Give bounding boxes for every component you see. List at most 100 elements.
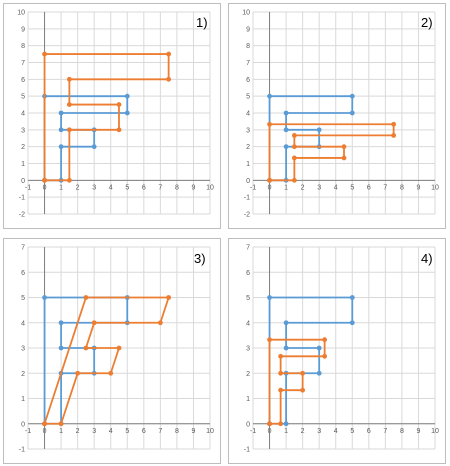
x-tick-label: 4	[109, 428, 113, 435]
series-2-point	[66, 76, 72, 82]
series-1-point	[58, 144, 64, 150]
y-tick-label: 2	[246, 371, 250, 378]
x-tick-label: 9	[417, 428, 421, 435]
series-2-point	[391, 132, 397, 138]
series-2-point	[42, 177, 47, 183]
y-tick-label: 0	[246, 421, 250, 428]
x-tick-label: -1	[25, 184, 31, 191]
y-tick-label: 7	[21, 245, 25, 252]
x-tick-label: 4	[334, 184, 338, 191]
x-tick-label: 3	[317, 184, 321, 191]
y-tick-label: 3	[246, 346, 250, 353]
x-tick-label: 4	[334, 428, 338, 435]
x-tick-label: 2	[301, 184, 305, 191]
series-1-point	[91, 144, 97, 150]
y-tick-label: 6	[21, 77, 25, 84]
series-2-point	[267, 177, 272, 183]
series-2-point	[83, 295, 89, 300]
series-2-point	[291, 144, 297, 150]
series-2-point	[116, 345, 122, 351]
x-tick-label: 6	[142, 184, 146, 191]
x-tick-label: 5	[125, 428, 129, 435]
series-2-point	[66, 102, 72, 107]
y-tick-label: 4	[21, 111, 25, 118]
series-line-1	[268, 296, 354, 425]
series-2-point	[300, 387, 306, 393]
series-2-point	[66, 177, 72, 183]
panel-label-2: 2)	[421, 15, 433, 30]
series-1-point	[58, 127, 64, 133]
x-tick-label: 7	[383, 184, 387, 191]
series-2-point	[291, 177, 297, 183]
series-2-point	[291, 155, 297, 161]
series-2-point	[66, 127, 72, 133]
y-tick-label: 1	[246, 396, 250, 403]
series-2-point	[116, 102, 122, 107]
series-1-point	[58, 110, 64, 116]
series-1-point	[58, 345, 64, 351]
series-2-point	[91, 320, 97, 326]
y-tick-label: 9	[246, 26, 250, 33]
y-tick-label: 2	[21, 371, 25, 378]
series-2-point	[291, 132, 297, 138]
x-tick-label: 3	[92, 428, 96, 435]
y-tick-label: 5	[246, 94, 250, 101]
series-2-point	[83, 345, 89, 351]
x-tick-label: 1	[284, 184, 288, 191]
series-2-point	[322, 353, 328, 359]
x-tick-label: -1	[25, 428, 31, 435]
series-1-point	[316, 127, 322, 133]
y-tick-label: 5	[246, 295, 250, 302]
x-tick-label: 7	[158, 428, 162, 435]
y-tick-label: -1	[244, 447, 250, 454]
series-1-point	[124, 93, 130, 99]
series-1-point	[283, 421, 289, 427]
series-2-point	[166, 51, 172, 57]
x-tick-label: 6	[142, 428, 146, 435]
series-2-point	[116, 127, 122, 133]
x-tick-label: 10	[431, 184, 439, 191]
x-tick-label: 9	[417, 184, 421, 191]
x-tick-label: 5	[350, 184, 354, 191]
y-tick-label: 8	[246, 43, 250, 50]
y-tick-label: 7	[21, 60, 25, 67]
series-2-point	[166, 295, 172, 300]
series-2-point	[157, 320, 163, 326]
series-2-point	[278, 387, 284, 393]
series-2-point	[322, 337, 328, 343]
x-tick-label: 1	[59, 184, 63, 191]
y-tick-label: 9	[21, 26, 25, 33]
series-line-2	[268, 123, 395, 182]
series-line-2	[268, 338, 326, 425]
y-tick-label: 4	[21, 320, 25, 327]
y-tick-label: -2	[19, 212, 25, 219]
series-1-point	[349, 110, 355, 116]
y-tick-label: -1	[19, 195, 25, 202]
y-tick-label: 4	[246, 320, 250, 327]
y-tick-label: 7	[246, 245, 250, 252]
y-tick-label: 1	[246, 161, 250, 168]
series-1-point	[42, 295, 47, 300]
series-1-point	[349, 93, 355, 99]
x-tick-label: 6	[367, 184, 371, 191]
y-tick-label: 10	[242, 10, 250, 17]
series-2-point	[278, 353, 284, 359]
series-2-point	[58, 421, 64, 427]
x-tick-label: 9	[192, 428, 196, 435]
y-tick-label: 5	[21, 295, 25, 302]
series-1-point	[283, 127, 289, 133]
series-1-point	[349, 295, 355, 300]
y-tick-label: 1	[21, 396, 25, 403]
y-tick-label: -2	[244, 212, 250, 219]
x-tick-label: 8	[175, 428, 179, 435]
series-2-point	[42, 421, 47, 427]
series-1-point	[283, 110, 289, 116]
y-tick-label: 6	[21, 270, 25, 277]
x-tick-label: 10	[206, 428, 214, 435]
series-2-point	[267, 421, 272, 427]
series-1-point	[283, 144, 289, 150]
